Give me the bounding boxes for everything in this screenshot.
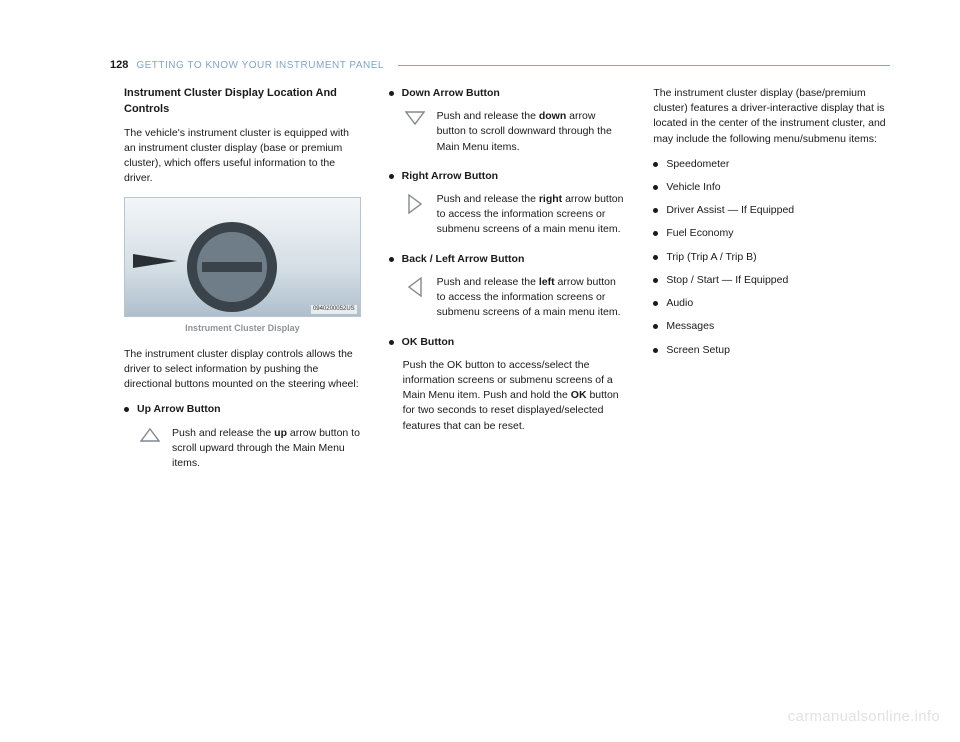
bullet-icon <box>389 257 394 262</box>
desc-bold: right <box>539 193 562 205</box>
bullet-label: OK Button <box>402 335 455 350</box>
desc: Push and release the left arrow button t… <box>437 275 626 321</box>
section-title: GETTING TO KNOW YOUR INSTRUMENT PANEL <box>136 59 384 74</box>
list-label: Speedometer <box>666 157 729 172</box>
bullet-icon <box>653 162 658 167</box>
list-label: Audio <box>666 296 693 311</box>
page-number: 128 <box>110 58 128 74</box>
list-item: Fuel Economy <box>653 226 890 241</box>
menu-list: Speedometer Vehicle Info Driver Assist —… <box>653 157 890 358</box>
desc: Push and release the up arrow button to … <box>172 426 361 472</box>
bullet-label: Up Arrow Button <box>137 402 221 417</box>
list-item: Audio <box>653 296 890 311</box>
bullet-icon <box>653 278 658 283</box>
bullet-icon <box>653 185 658 190</box>
list-item: Speedometer <box>653 157 890 172</box>
list-item: Messages <box>653 319 890 334</box>
list-label: Stop / Start — If Equipped <box>666 273 788 288</box>
figure-image: 0940200052US <box>124 197 361 317</box>
paragraph: The instrument cluster display controls … <box>124 347 361 393</box>
heading-location-controls: Instrument Cluster Display Location And … <box>124 86 361 118</box>
callout-arrow-icon <box>133 254 177 268</box>
image-credit: 0940200052US <box>311 305 357 314</box>
icon-text-right: Push and release the right arrow button … <box>403 192 626 238</box>
desc-bold: down <box>539 110 566 122</box>
column-1: Instrument Cluster Display Location And … <box>124 86 361 485</box>
bullet-icon <box>653 301 658 306</box>
bullet-icon <box>653 324 658 329</box>
down-arrow-icon <box>403 109 427 155</box>
list-label: Vehicle Info <box>666 180 720 195</box>
bullet-icon <box>653 231 658 236</box>
bullet-up-arrow: Up Arrow Button <box>124 402 361 417</box>
page-header: 128 GETTING TO KNOW YOUR INSTRUMENT PANE… <box>110 58 890 74</box>
manual-page: 128 GETTING TO KNOW YOUR INSTRUMENT PANE… <box>0 0 960 742</box>
list-item: Vehicle Info <box>653 180 890 195</box>
bullet-icon <box>389 174 394 179</box>
icon-text-up: Push and release the up arrow button to … <box>138 426 361 472</box>
bullet-icon <box>389 91 394 96</box>
bullet-label: Down Arrow Button <box>402 86 500 101</box>
column-2: Down Arrow Button Push and release the d… <box>389 86 626 485</box>
right-arrow-icon <box>403 192 427 238</box>
paragraph: The vehicle's instrument cluster is equi… <box>124 126 361 187</box>
list-item: Driver Assist — If Equipped <box>653 203 890 218</box>
desc: Push and release the right arrow button … <box>437 192 626 238</box>
bullet-ok: OK Button <box>389 335 626 350</box>
figure-caption: Instrument Cluster Display <box>124 322 361 335</box>
columns: Instrument Cluster Display Location And … <box>110 86 890 485</box>
watermark: carmanualsonline.info <box>788 706 940 728</box>
column-3: The instrument cluster display (base/pre… <box>653 86 890 485</box>
desc-bold: left <box>539 276 555 288</box>
bullet-icon <box>653 255 658 260</box>
desc-bold: OK <box>571 389 587 401</box>
up-arrow-icon <box>138 426 162 472</box>
list-item: Stop / Start — If Equipped <box>653 273 890 288</box>
icon-text-down: Push and release the down arrow button t… <box>403 109 626 155</box>
bullet-icon <box>389 340 394 345</box>
bullet-icon <box>124 407 129 412</box>
bullet-right-arrow: Right Arrow Button <box>389 169 626 184</box>
left-arrow-icon <box>403 275 427 321</box>
desc-text: Push and release the <box>172 427 274 439</box>
desc-text: Push and release the <box>437 276 539 288</box>
list-item: Trip (Trip A / Trip B) <box>653 250 890 265</box>
header-divider <box>398 65 890 66</box>
ok-desc: Push the OK button to access/select the … <box>403 358 626 434</box>
bullet-icon <box>653 348 658 353</box>
paragraph: The instrument cluster display (base/pre… <box>653 86 890 147</box>
desc: Push and release the down arrow button t… <box>437 109 626 155</box>
list-label: Trip (Trip A / Trip B) <box>666 250 756 265</box>
desc-text: Push and release the <box>437 193 539 205</box>
bullet-down-arrow: Down Arrow Button <box>389 86 626 101</box>
bullet-label: Right Arrow Button <box>402 169 498 184</box>
icon-text-back: Push and release the left arrow button t… <box>403 275 626 321</box>
list-label: Fuel Economy <box>666 226 733 241</box>
list-label: Driver Assist — If Equipped <box>666 203 794 218</box>
list-label: Screen Setup <box>666 343 730 358</box>
figure: 0940200052US Instrument Cluster Display <box>124 197 361 335</box>
list-item: Screen Setup <box>653 343 890 358</box>
desc-bold: up <box>274 427 287 439</box>
bullet-label: Back / Left Arrow Button <box>402 252 525 267</box>
bullet-back-arrow: Back / Left Arrow Button <box>389 252 626 267</box>
desc-text: Push and release the <box>437 110 539 122</box>
list-label: Messages <box>666 319 714 334</box>
steering-wheel-icon <box>187 222 277 312</box>
bullet-icon <box>653 208 658 213</box>
